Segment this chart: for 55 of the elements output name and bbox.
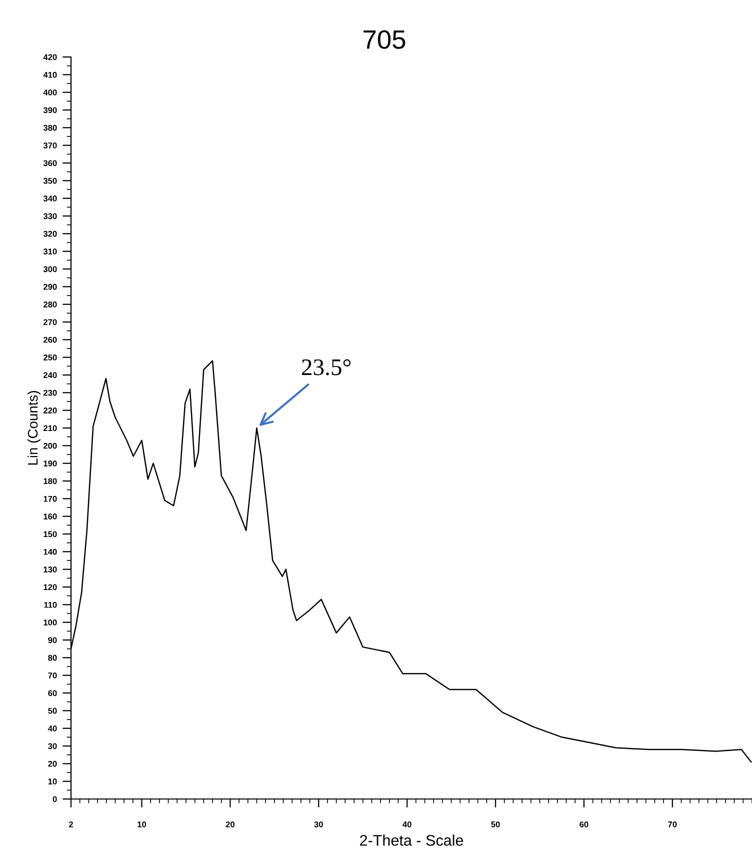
y-tick-label: 10 (48, 778, 57, 784)
y-tick-label: 340 (43, 196, 57, 202)
y-tick-label: 380 (43, 124, 57, 131)
x-tick-label: 60 (580, 821, 588, 828)
y-tick-label: 410 (43, 72, 57, 78)
y-tick-label: 240 (44, 372, 57, 378)
y-tick-label: 310 (43, 248, 57, 254)
y-tick-label: 40 (48, 726, 57, 732)
y-tick-label: 400 (43, 90, 57, 96)
y-tick-label: 30 (48, 743, 57, 750)
y-tick-label: 140 (44, 548, 57, 555)
x-tick-label: 70 (668, 821, 677, 828)
annotation: 23.5° (302, 359, 351, 376)
y-tick-label: 170 (44, 496, 57, 502)
x-tick-label: 50 (491, 821, 500, 828)
y-tick-label: 390 (43, 107, 57, 114)
y-tick-label: 250 (44, 354, 57, 360)
y-tick-label: 50 (48, 708, 57, 714)
x-tick-label: 30 (314, 821, 323, 828)
y-tick-label: 260 (44, 336, 57, 343)
y-tick-label: 290 (44, 284, 57, 290)
y-tick-label: 20 (48, 760, 57, 767)
y-tick-label: 420 (43, 54, 57, 60)
y-tick-label: 320 (43, 230, 57, 237)
y-tick-label: 300 (43, 266, 57, 272)
x-tick-label: 40 (402, 821, 412, 828)
y-tick-label: 270 (44, 319, 57, 326)
y-tick-label: 220 (44, 408, 57, 414)
y-tick-label: 200 (44, 442, 57, 449)
y-tick-label: 370 (43, 142, 57, 148)
y-tick-label: 100 (44, 620, 57, 626)
y-tick-label: 330 (43, 213, 57, 220)
y-tick-label: 90 (48, 637, 57, 644)
y-tick-label: 190 (44, 460, 57, 466)
y-tick-label: 160 (44, 514, 57, 520)
y-tick-label: 60 (48, 690, 57, 696)
y-tick-label: 80 (48, 654, 57, 661)
y-tick-label: 0 (52, 796, 57, 802)
y-axis-title: Lin (Counts) (27, 391, 40, 465)
y-tick-label: 120 (44, 584, 57, 590)
y-tick-label: 70 (48, 672, 57, 678)
x-axis-title: 2-Theta - Scale (360, 834, 464, 846)
y-tick-label: 280 (44, 302, 57, 308)
chart-title: 705 (364, 30, 406, 49)
y-tick-label: 360 (43, 160, 57, 166)
x-tick-label: 2 (68, 821, 73, 828)
y-tick-label: 150 (44, 531, 57, 538)
y-tick-label: 350 (43, 178, 57, 184)
x-tick-label: 10 (138, 821, 146, 828)
y-tick-label: 130 (44, 566, 57, 572)
x-tick-label: 20 (226, 821, 234, 828)
y-tick-label: 210 (44, 425, 57, 432)
y-tick-label: 110 (44, 602, 57, 608)
y-tick-label: 180 (44, 478, 57, 484)
y-tick-label: 230 (44, 390, 57, 396)
